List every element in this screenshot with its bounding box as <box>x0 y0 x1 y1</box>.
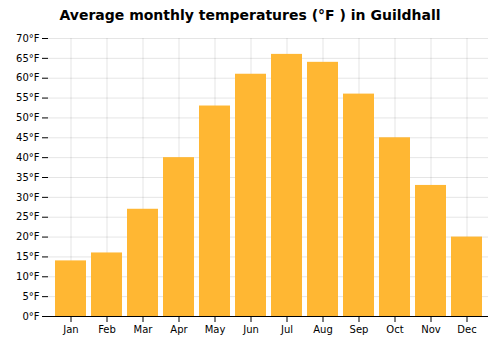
svg-text:70°F: 70°F <box>16 33 40 44</box>
svg-text:Mar: Mar <box>134 324 154 335</box>
svg-text:45°F: 45°F <box>16 132 40 143</box>
svg-text:Apr: Apr <box>170 324 188 335</box>
svg-text:15°F: 15°F <box>16 251 40 262</box>
svg-text:25°F: 25°F <box>16 211 40 222</box>
svg-text:55°F: 55°F <box>16 92 40 103</box>
svg-text:60°F: 60°F <box>16 72 40 83</box>
svg-text:Sep: Sep <box>350 324 369 335</box>
svg-text:Jul: Jul <box>280 324 293 335</box>
svg-text:0°F: 0°F <box>22 311 39 322</box>
svg-text:Aug: Aug <box>313 324 333 335</box>
svg-text:May: May <box>205 324 226 335</box>
svg-text:5°F: 5°F <box>22 291 39 302</box>
svg-text:Nov: Nov <box>421 324 441 335</box>
svg-text:10°F: 10°F <box>16 271 40 282</box>
svg-text:Jun: Jun <box>242 324 259 335</box>
svg-text:20°F: 20°F <box>16 231 40 242</box>
svg-text:30°F: 30°F <box>16 192 40 203</box>
svg-text:40°F: 40°F <box>16 152 40 163</box>
svg-text:50°F: 50°F <box>16 112 40 123</box>
svg-text:Dec: Dec <box>457 324 476 335</box>
svg-text:35°F: 35°F <box>16 172 40 183</box>
svg-text:Oct: Oct <box>386 324 403 335</box>
svg-text:Jan: Jan <box>62 324 78 335</box>
html-text:Average monthly temperatures (: Average monthly temperatures (°F ) in Gu… <box>59 7 441 23</box>
svg-text:Feb: Feb <box>98 324 116 335</box>
svg-text:65°F: 65°F <box>16 53 40 64</box>
